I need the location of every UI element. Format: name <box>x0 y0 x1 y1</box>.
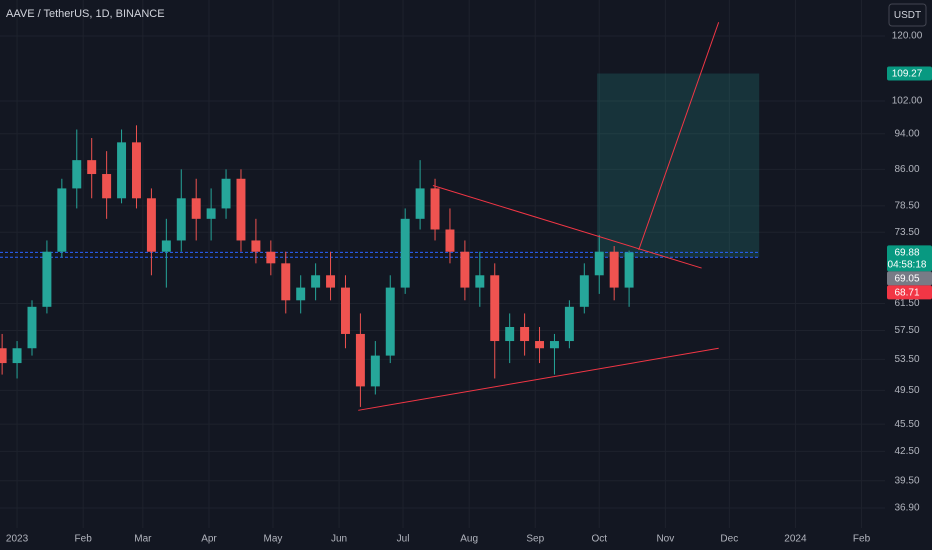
x-tick-label: Jun <box>331 534 347 545</box>
candle-body <box>326 275 336 288</box>
y-tick-label: 120.00 <box>892 31 923 42</box>
axes: 120.00 102.00 94.00 86.00 78.50 73.50 61.50 57.… <box>6 31 932 545</box>
candle-body <box>251 240 261 252</box>
candle-body <box>221 178 231 209</box>
candle-body <box>27 306 37 349</box>
x-tick-label: Oct <box>591 534 607 545</box>
y-tick-label: 36.90 <box>894 503 919 514</box>
chart-title: AAVE / TetherUS, 1D, BINANCE <box>6 8 165 20</box>
candle-body <box>609 251 619 288</box>
candle-body <box>370 355 380 387</box>
candle-body <box>281 263 291 301</box>
candle-body <box>72 160 82 189</box>
candle-body <box>206 208 216 219</box>
y-tick-label: 49.50 <box>894 385 919 396</box>
candle-body <box>579 275 589 307</box>
y-tick-label: 53.50 <box>894 354 919 365</box>
y-tick-label: 86.00 <box>894 164 919 175</box>
candle-body <box>0 348 7 364</box>
countdown: 04:58:18 <box>888 260 927 271</box>
y-tick-label: 39.50 <box>894 475 919 486</box>
trendline <box>638 22 720 251</box>
candle-body <box>385 287 395 356</box>
candle-body <box>415 188 425 219</box>
candle-body <box>42 251 52 307</box>
candle-body <box>117 142 127 199</box>
currency-button[interactable] <box>888 3 927 27</box>
currency[interactable]: USDT <box>894 10 921 21</box>
price-label-box <box>887 66 932 81</box>
y-tick-label: 42.50 <box>894 446 919 457</box>
candle-body <box>490 275 500 342</box>
y-tick-label: 102.00 <box>892 96 923 107</box>
y-tick-label: 78.50 <box>894 201 919 212</box>
candle-body <box>236 178 246 241</box>
plot <box>0 22 760 411</box>
x-tick-label: Sep <box>526 534 544 545</box>
candle-body <box>535 341 545 349</box>
x-tick-label: Dec <box>720 534 738 545</box>
price-label: 109.27 <box>892 69 923 80</box>
candle-body <box>296 287 306 301</box>
price-label-box <box>887 285 932 300</box>
candle-body <box>146 198 156 252</box>
candle-body <box>57 188 67 252</box>
candle-body <box>520 326 530 342</box>
position-target-zone <box>597 73 760 258</box>
candle-body <box>400 218 410 288</box>
trendline <box>432 185 702 269</box>
candle-body <box>266 251 276 264</box>
x-tick-label: Feb <box>853 534 871 545</box>
candle-body <box>176 198 186 241</box>
candle-body <box>132 142 141 199</box>
x-tick-label: 2024 <box>784 534 807 545</box>
y-tick-label: 94.00 <box>894 128 919 139</box>
x-tick-label: 2023 <box>6 534 29 545</box>
x-tick-label: Jul <box>397 534 410 545</box>
candle-body <box>430 188 440 230</box>
price-label-box <box>887 271 932 286</box>
x-tick-label: Aug <box>460 534 478 545</box>
candle-body <box>505 326 515 342</box>
candle-body <box>564 306 574 342</box>
candle-body <box>340 287 350 334</box>
candle-body <box>12 348 22 364</box>
candle-body <box>102 174 112 199</box>
price-label: 69.88 <box>894 248 919 259</box>
candle-body <box>445 229 455 252</box>
candle-body <box>191 198 201 219</box>
candle-body <box>594 251 604 276</box>
candle-body <box>87 160 97 175</box>
price-label-box <box>887 245 932 272</box>
x-tick-label: Apr <box>201 534 217 545</box>
y-tick-label: 57.50 <box>894 325 919 336</box>
y-tick-label: 61.50 <box>894 298 919 309</box>
trendline <box>358 347 719 411</box>
candle-body <box>549 341 559 349</box>
candle-body <box>355 333 365 387</box>
candle-body <box>161 240 171 252</box>
candle-body <box>475 275 485 288</box>
x-tick-label: May <box>264 534 283 545</box>
price-label: 69.05 <box>894 274 919 285</box>
x-tick-label: Mar <box>134 534 152 545</box>
y-tick-label: 45.50 <box>894 419 919 430</box>
x-tick-label: Nov <box>656 534 674 545</box>
y-tick-label: 73.50 <box>894 227 919 238</box>
candle-body <box>460 251 470 288</box>
x-tick-label: Feb <box>75 534 93 545</box>
candle-body <box>624 252 634 288</box>
candle-body <box>311 275 321 288</box>
price-label: 68.71 <box>894 288 919 299</box>
